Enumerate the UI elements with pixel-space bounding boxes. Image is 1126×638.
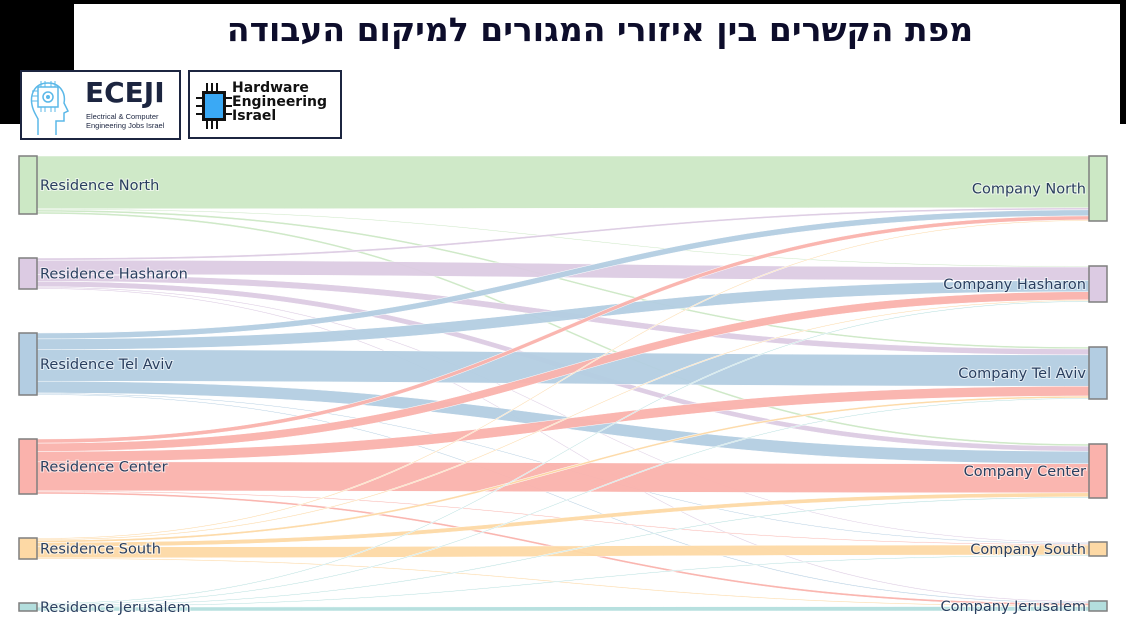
sankey-link-rc-cc[interactable] xyxy=(36,461,1090,494)
hardware-line3: Israel xyxy=(232,108,277,124)
sankey-node-label: Company Jerusalem xyxy=(941,599,1086,615)
sankey-node-label: Residence Hasharon xyxy=(40,267,188,283)
sankey-node-residence-hasharon[interactable] xyxy=(18,257,38,290)
sankey-node-residence-center[interactable] xyxy=(18,438,38,495)
eceji-wordmark: ECEJI xyxy=(85,76,165,109)
sankey-link-rs-ch[interactable] xyxy=(36,299,1090,541)
sankey-node-label: Residence North xyxy=(40,178,159,194)
head-chip-icon xyxy=(30,81,70,135)
sankey-node-label: Company South xyxy=(970,542,1086,558)
eceji-subtitle: Electrical & Computer Engineering Jobs I… xyxy=(86,112,164,130)
sankey-node-residence-north[interactable] xyxy=(18,155,38,215)
sankey-node-label: Residence Jerusalem xyxy=(40,600,191,616)
sankey-link-rj-cj[interactable] xyxy=(36,606,1090,612)
sankey-node-label: Residence South xyxy=(40,542,161,558)
microchip-icon xyxy=(196,83,232,129)
hardware-wordmark: Hardware Engineering Israel xyxy=(232,81,327,123)
sankey-node-label: Company Center xyxy=(964,464,1086,480)
sankey-node-label: Residence Tel Aviv xyxy=(40,357,173,373)
sankey-node-label: Company Hasharon xyxy=(943,277,1086,293)
sankey-link-rh-cs[interactable] xyxy=(36,286,1090,544)
sankey-node-residence-south[interactable] xyxy=(18,537,38,560)
eceji-subtitle-line1: Electrical & Computer xyxy=(86,112,159,121)
page-title: מפת הקשרים בין איזורי המגורים למיקום העב… xyxy=(226,10,974,49)
sankey-node-company-jerusalem[interactable] xyxy=(1088,600,1108,612)
sankey-node-company-south[interactable] xyxy=(1088,541,1108,557)
frame-top-border xyxy=(0,0,1126,4)
eceji-subtitle-line2: Engineering Jobs Israel xyxy=(86,121,165,130)
sankey-node-label: Residence Center xyxy=(40,460,168,476)
hardware-line1: Hardware xyxy=(232,80,309,96)
hardware-engineering-israel-logo: Hardware Engineering Israel xyxy=(188,70,342,139)
sankey-node-label: Company North xyxy=(972,182,1086,198)
sankey-node-company-hasharon[interactable] xyxy=(1088,265,1108,303)
sankey-node-company-tel-aviv[interactable] xyxy=(1088,346,1108,400)
sankey-node-company-center[interactable] xyxy=(1088,443,1108,499)
sankey-links xyxy=(36,155,1090,612)
sankey-node-company-north[interactable] xyxy=(1088,155,1108,222)
frame-right-border xyxy=(1120,0,1126,124)
sankey-node-residence-jerusalem[interactable] xyxy=(18,602,38,612)
eceji-logo: ECEJI Electrical & Computer Engineering … xyxy=(20,70,181,140)
sankey-nodes: Residence North Residence Hasharon Residen… xyxy=(18,155,1108,617)
sankey-node-residence-tel-aviv[interactable] xyxy=(18,332,38,396)
sankey-link-rn-cn[interactable] xyxy=(36,155,1090,210)
hardware-line2: Engineering xyxy=(232,94,327,110)
sankey-node-label: Company Tel Aviv xyxy=(958,366,1086,382)
